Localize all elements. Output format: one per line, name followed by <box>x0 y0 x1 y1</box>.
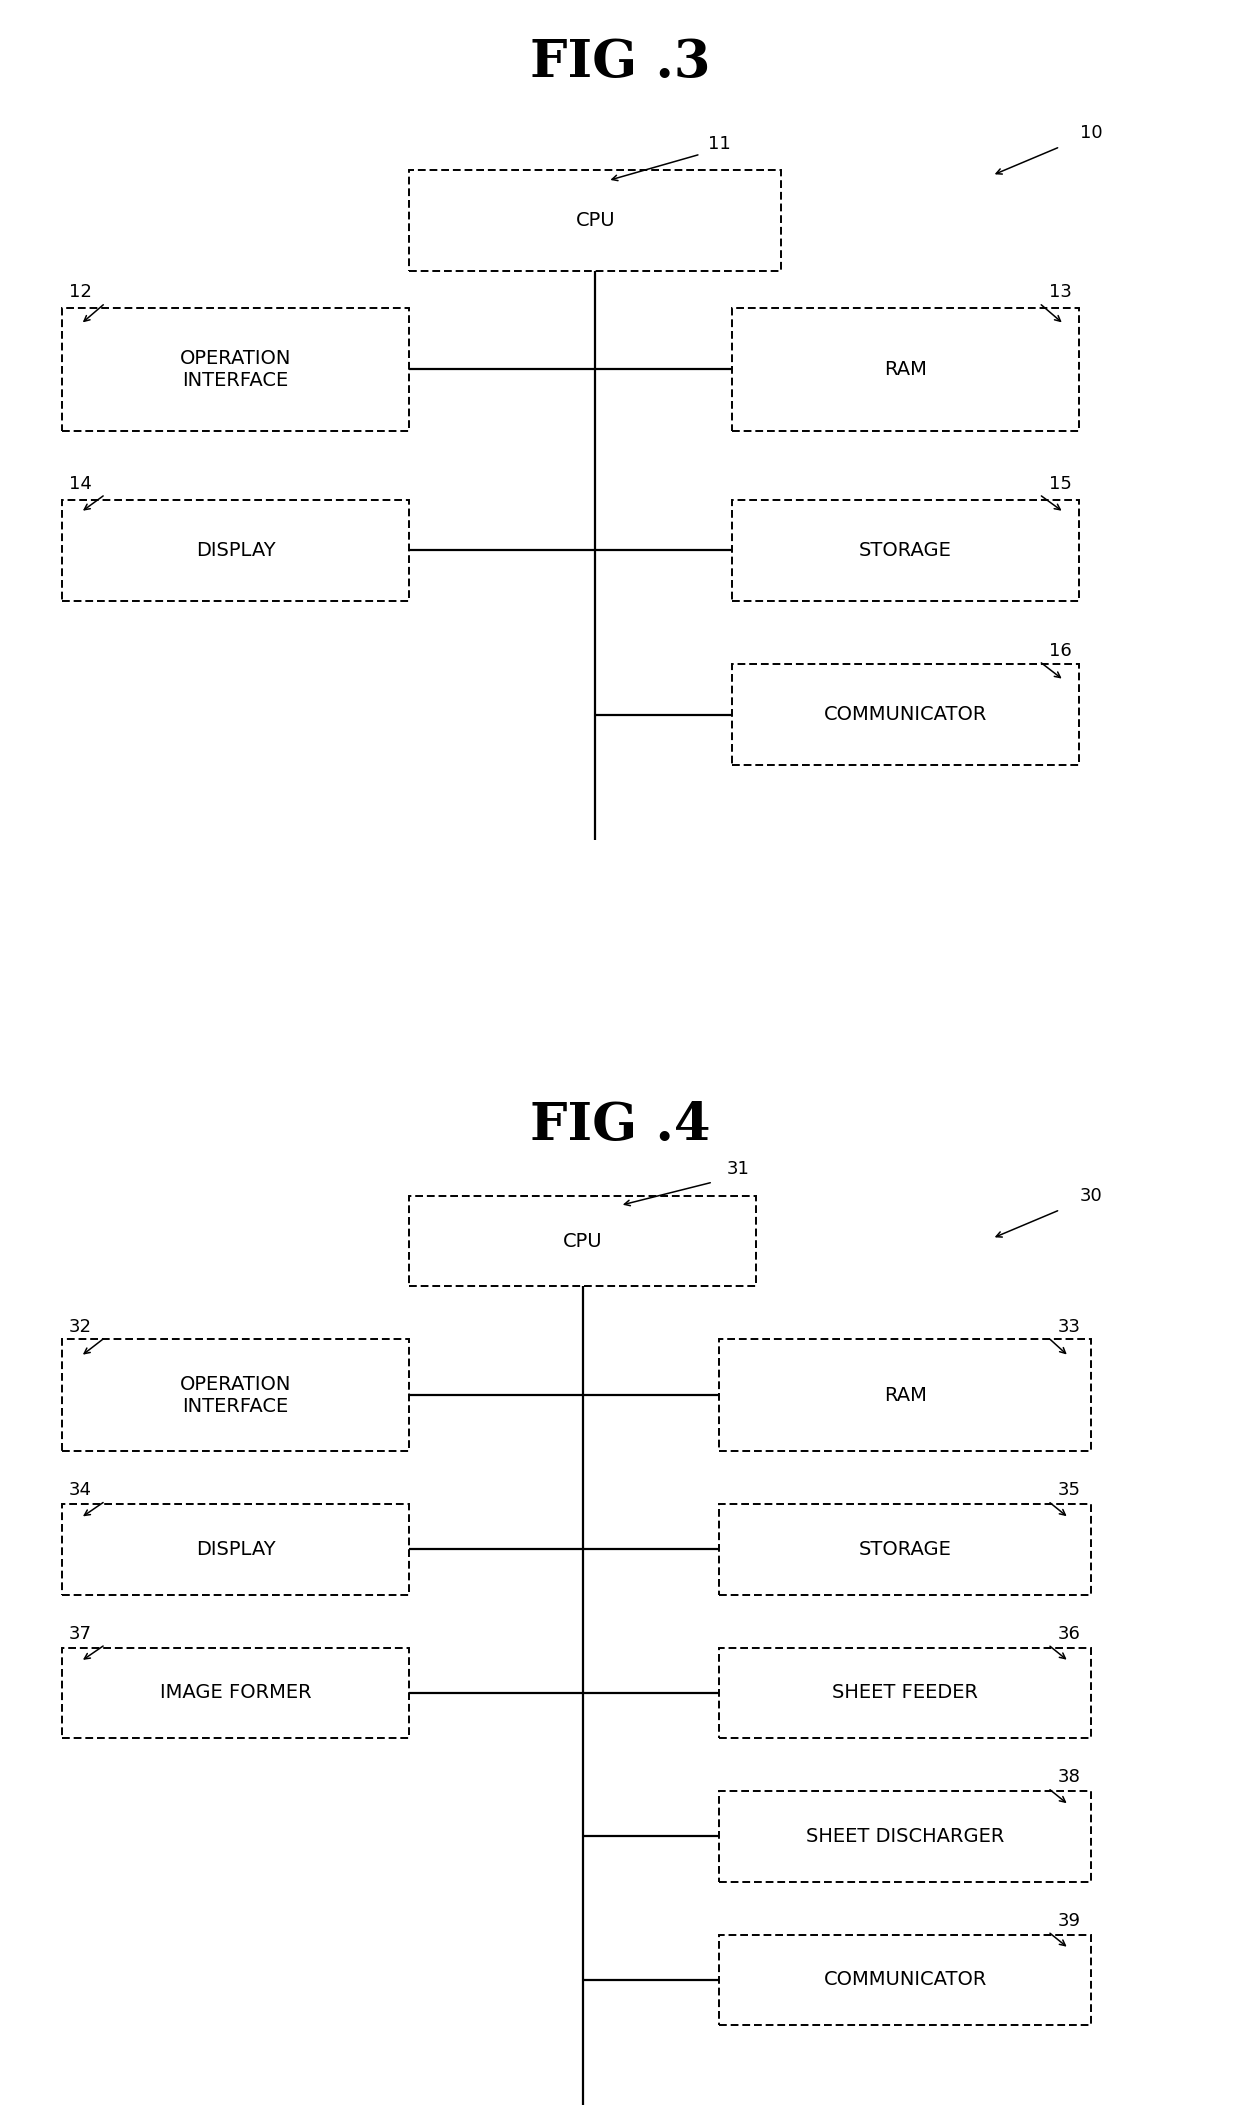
Text: COMMUNICATOR: COMMUNICATOR <box>823 706 987 725</box>
Text: OPERATION
INTERFACE: OPERATION INTERFACE <box>180 1376 291 1416</box>
Text: RAM: RAM <box>884 1386 926 1405</box>
Text: SHEET DISCHARGER: SHEET DISCHARGER <box>806 1826 1004 1845</box>
Bar <box>409 170 781 270</box>
Bar <box>719 1648 1091 1739</box>
Text: STORAGE: STORAGE <box>859 1539 951 1558</box>
Text: 39: 39 <box>1058 1911 1080 1930</box>
Text: 33: 33 <box>1058 1318 1080 1335</box>
Text: DISPLAY: DISPLAY <box>196 540 275 559</box>
Text: FIG .3: FIG .3 <box>529 36 711 87</box>
Bar <box>62 1339 409 1450</box>
Bar <box>62 1505 409 1594</box>
Text: STORAGE: STORAGE <box>859 540 951 559</box>
Text: OPERATION
INTERFACE: OPERATION INTERFACE <box>180 349 291 389</box>
Text: 30: 30 <box>1080 1186 1102 1205</box>
Text: RAM: RAM <box>884 359 926 378</box>
Bar <box>409 1195 756 1286</box>
Text: IMAGE FORMER: IMAGE FORMER <box>160 1684 311 1703</box>
Text: DISPLAY: DISPLAY <box>196 1539 275 1558</box>
Text: 35: 35 <box>1058 1482 1080 1499</box>
Bar <box>62 500 409 600</box>
Text: 36: 36 <box>1058 1624 1080 1643</box>
Text: 16: 16 <box>1049 642 1071 659</box>
Text: FIG .4: FIG .4 <box>529 1101 711 1150</box>
Text: 15: 15 <box>1049 474 1071 493</box>
Bar <box>732 500 1079 600</box>
Text: 32: 32 <box>69 1318 92 1335</box>
Bar <box>62 1648 409 1739</box>
Text: CPU: CPU <box>575 210 615 230</box>
Text: 37: 37 <box>69 1624 92 1643</box>
Text: 12: 12 <box>69 283 92 302</box>
Bar <box>719 1339 1091 1450</box>
Text: 38: 38 <box>1058 1769 1080 1786</box>
Bar <box>62 308 409 429</box>
Text: 10: 10 <box>1080 123 1102 142</box>
Text: CPU: CPU <box>563 1231 603 1250</box>
Text: 13: 13 <box>1049 283 1071 302</box>
Text: 14: 14 <box>69 474 92 493</box>
Text: 31: 31 <box>727 1161 749 1178</box>
Bar <box>732 663 1079 765</box>
Text: 11: 11 <box>708 134 730 153</box>
Bar <box>719 1790 1091 1882</box>
Bar <box>719 1505 1091 1594</box>
Bar <box>732 308 1079 429</box>
Text: SHEET FEEDER: SHEET FEEDER <box>832 1684 978 1703</box>
Bar <box>719 1935 1091 2024</box>
Text: COMMUNICATOR: COMMUNICATOR <box>823 1971 987 1990</box>
Text: 34: 34 <box>69 1482 92 1499</box>
